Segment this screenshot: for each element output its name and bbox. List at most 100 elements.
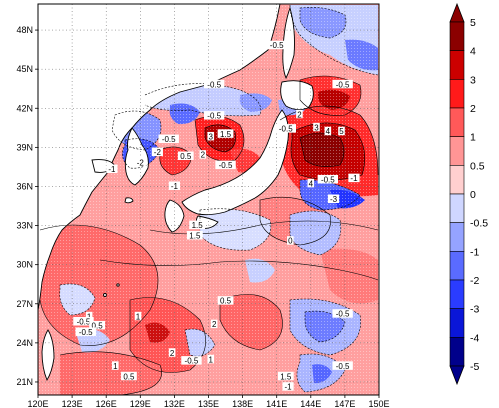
contour-label-bg [181,356,202,365]
contour-label-bg [177,151,194,160]
contour-label-bg [266,40,287,50]
contour-label: 2 [170,349,175,358]
contour-label: 4 [309,179,314,188]
colorbar-segment [449,222,465,252]
colorbar-segment [449,136,465,166]
map-plot-area: -0.5-0.5 -0.5-0.5-0.5-0.5-0.50.5-2 23 1.523… [38,4,379,395]
contour-label-bg [282,382,294,391]
colorbar-label: 1 [470,132,476,144]
colorbar-label: 2 [470,103,476,115]
contour-label: 0.5 [123,372,135,381]
contour-label-bg [85,311,93,321]
contour-label: 1 [87,312,92,321]
lat-tick-label: 48N [16,25,33,35]
lat-tick-label: 42N [16,103,33,113]
contour-label-bg [215,160,236,170]
contour-label: -2 [154,148,162,157]
contour-label: 1 [136,312,141,321]
colorbar-label: -1 [470,246,479,258]
contour-label-bg [121,371,137,381]
colorbar-segment [449,279,465,309]
contour-label-bg [199,150,207,159]
contour-label: -0.5 [279,125,293,134]
contour-label-bg [324,126,332,136]
contour-label-bg [307,178,315,188]
lat-tick-label: 39N [16,142,33,152]
colorbar-label: 5 [470,17,476,29]
contour-label: 0.5 [180,152,192,161]
lon-tick-label: 141E [266,399,287,408]
contour-label-bg [332,309,353,318]
contour-label-bg [168,348,176,357]
colorbar-label: 0.5 [470,160,485,172]
contour-label-bg [217,129,234,138]
colorbar-segment [449,193,465,223]
lon-tick-label: 147E [334,399,355,408]
contour-label: 1.5 [189,231,201,240]
contour-label: -0.5 [336,80,350,89]
contour-label-bg [275,124,296,133]
contour-label-bg [89,320,106,330]
contour-label-bg [332,361,353,370]
latitude-axis: 48N 45N 42N 39N 36N 33N 30N 27N 24N 21N [16,25,38,387]
colorbar-label: -2 [470,275,479,287]
contour-label: 4 [326,127,331,136]
lat-tick-label: 21N [16,377,33,387]
contour-label: -0.5 [336,362,350,371]
contour-label-bg [203,111,225,120]
contour-label-bg [313,122,320,132]
colorbar-segment [449,165,465,195]
contour-label: -0.5 [321,175,335,184]
contour-label-bg [134,158,146,167]
contour-label-bg [106,164,118,174]
colorbar-label: -4 [470,332,479,344]
colorbar-label: -0.5 [470,218,488,230]
contour-label: -0.5 [219,161,233,170]
contour-label: 2 [212,320,217,329]
colorbar-top-arrow [449,2,465,23]
lon-tick-label: 120E [27,399,48,408]
colorbar-segment [449,50,465,80]
contour-label-bg [348,173,360,183]
contour-label: -1 [350,174,358,183]
contour-label: 0.5 [92,321,104,330]
colorbar-label: 3 [470,74,476,86]
negative-contour-lines [59,4,379,393]
contour-label: -0.5 [207,112,221,121]
colorbar-bottom-arrow [449,365,465,386]
contour-label: -0.5 [79,328,93,337]
contour-label-bg [327,194,340,203]
contour-label: 1 [113,362,118,371]
colorbar-label: -3 [470,304,479,316]
contour-label-bg [73,317,94,326]
lat-tick-label: 24N [16,338,33,348]
lon-tick-label: 126E [96,399,117,408]
contour-label: 1 [209,355,214,364]
contour-label-bg [207,131,215,141]
contour-labels: -0.5-0.5 -0.5-0.5-0.5-0.5-0.50.5-2 23 1.523… [73,40,360,392]
lon-tick-label: 123E [62,399,83,408]
lat-tick-label: 36N [16,181,33,191]
colorbar: 5 4 3 2 1 0.5 0 -0.5 -1 -2 -3 -4 -5 [449,2,488,386]
contour-label: -1 [108,165,116,174]
contour-label: 2 [201,151,206,160]
contour-label: 0.5 [220,297,232,306]
contour-label-bg [287,236,294,245]
contour-label-bg [186,230,203,240]
colorbar-label: 0 [470,189,476,201]
contour-label: -1 [171,182,179,191]
contour-label: -2 [137,159,145,168]
contour-label-bg [296,109,303,119]
contour-label-bg [332,79,353,89]
contour-label: -0.5 [162,135,176,144]
colorbar-segment [449,107,465,137]
lat-tick-label: 27N [16,299,33,309]
contour-label-bg [277,371,294,381]
lat-tick-label: 45N [16,64,33,74]
contour-label: -0.5 [185,357,199,366]
lon-tick-label: 144E [300,399,321,408]
contour-label-bg [111,361,119,370]
lon-tick-label: 138E [232,399,253,408]
lon-tick-label: 135E [198,399,219,408]
contour-label-bg [189,220,206,230]
